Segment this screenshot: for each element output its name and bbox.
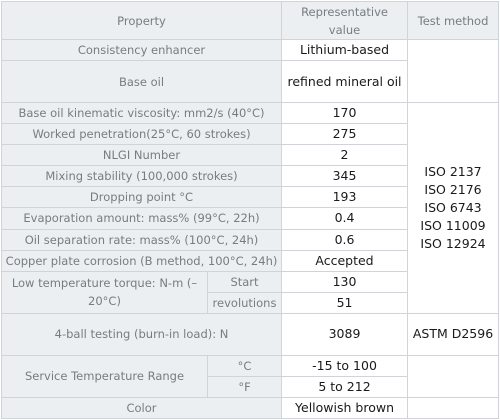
property-label: Worked penetration(25°C, 60 strokes): [0, 123, 283, 146]
property-label: Base oil kinematic viscosity: mm2/s (40°…: [0, 102, 283, 125]
property-value: 275: [281, 123, 409, 146]
sub-label: Start: [206, 270, 283, 293]
property-label: Copper plate corrosion (B method, 100°C,…: [0, 249, 283, 272]
table-row: Mixing stability (100,000 strokes) 345: [0, 165, 499, 188]
method-cell-empty: [407, 39, 500, 104]
property-label: Oil separation rate: mass% (100°C, 24h): [0, 228, 283, 251]
property-label: Color: [0, 396, 283, 420]
table-row: 4-ball testing (burn-in load): N 3089 AS…: [0, 312, 500, 356]
property-value: 345: [281, 165, 409, 188]
table-row: °F 5 to 212: [2, 375, 499, 398]
property-label: Service Temperature Range: [1, 354, 208, 398]
property-value: 170: [281, 102, 409, 125]
table-row: Dropping point °C 193: [0, 186, 499, 209]
sub-label: revolutions: [206, 291, 283, 314]
test-method: ISO 2137: [424, 163, 482, 179]
value-header: Representative value: [281, 0, 409, 41]
test-method: ASTM D2596: [407, 312, 500, 356]
property-label: 4-ball testing (burn-in load): N: [0, 312, 283, 356]
property-value: Accepted: [281, 249, 409, 272]
property-value: refined mineral oil: [281, 60, 409, 104]
method-cell-empty: [407, 354, 500, 398]
table-row: Evaporation amount: mass% (99°C, 22h) 0.…: [0, 207, 499, 230]
test-method: ISO 6743: [424, 199, 482, 215]
sub-label: °C: [206, 354, 283, 377]
table-row: NLGI Number 2: [0, 144, 499, 167]
table-row: Consistency enhancer Lithium-based: [0, 39, 500, 104]
table-row: Color Yellowish brown: [0, 396, 500, 420]
property-label: Mixing stability (100,000 strokes): [0, 165, 283, 188]
table-row: Base oil kinematic viscosity: mm2/s (40°…: [0, 102, 500, 314]
table-row: revolutions 51: [2, 291, 499, 314]
method-header: Test method: [407, 0, 500, 41]
property-value: 0.4: [281, 207, 409, 230]
property-label: Consistency enhancer: [0, 39, 283, 62]
property-label: Low temperature torque: N-m (– 20°C): [1, 270, 208, 314]
test-method: ISO 2176: [424, 181, 482, 197]
property-value: 0.6: [281, 228, 409, 251]
property-value: 3089: [281, 312, 409, 356]
property-value: -15 to 100: [281, 354, 409, 377]
table-row: Base oil refined mineral oil: [0, 60, 499, 104]
property-label: Dropping point °C: [0, 186, 283, 209]
test-method-list: ISO 2137 ISO 2176 ISO 6743 ISO 11009 ISO…: [407, 102, 500, 314]
property-value: 51: [281, 291, 409, 314]
table-row: Worked penetration(25°C, 60 strokes) 275: [0, 123, 499, 146]
property-label: Evaporation amount: mass% (99°C, 22h): [0, 207, 283, 230]
table-row: Low temperature torque: N-m (– 20°C) Sta…: [1, 270, 499, 314]
property-label: NLGI Number: [0, 144, 283, 167]
table-row: Service Temperature Range °C -15 to 100: [1, 354, 500, 398]
property-value: 193: [281, 186, 409, 209]
method-cell-empty: [407, 396, 500, 420]
header-row: Property Representative value Test metho…: [0, 0, 500, 41]
table-row: Copper plate corrosion (B method, 100°C,…: [0, 249, 499, 272]
test-method: ISO 12924: [420, 235, 486, 251]
property-value: Yellowish brown: [281, 396, 409, 420]
property-value: 5 to 212: [281, 375, 409, 398]
property-header: Property: [0, 0, 283, 41]
sub-label: °F: [206, 375, 283, 398]
property-value: Lithium-based: [281, 39, 409, 62]
test-method: ISO 11009: [420, 217, 486, 233]
property-value: 2: [281, 144, 409, 167]
property-label: Base oil: [0, 60, 283, 104]
property-value: 130: [281, 270, 409, 293]
table-row: Oil separation rate: mass% (100°C, 24h) …: [0, 228, 499, 251]
